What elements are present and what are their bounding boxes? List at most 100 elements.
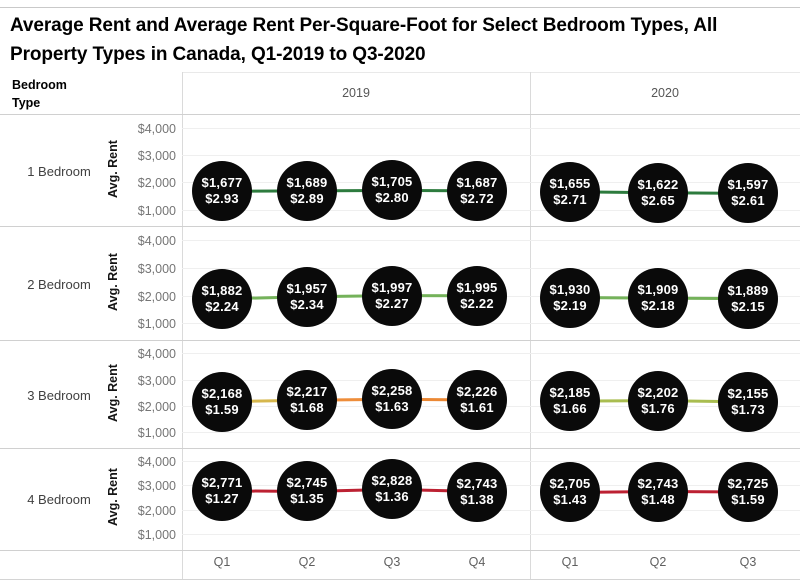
- y-axis-tick-label: $1,000: [137, 528, 176, 543]
- chart-title: Average Rent and Average Rent Per-Square…: [10, 15, 718, 65]
- y-gridline: [182, 267, 800, 269]
- bedroom-type-row-label: 1 Bedroom: [27, 163, 91, 179]
- y-gridline: [182, 353, 800, 355]
- data-point-circle[interactable]: $2,725 $1.59: [718, 461, 778, 522]
- data-point-circle[interactable]: $2,771 $1.27: [192, 460, 252, 521]
- y-axis-tick-label: $4,000: [137, 121, 176, 136]
- data-point-circle[interactable]: $1,689 $2.89: [277, 160, 337, 221]
- y-axis-tick-label: $3,000: [137, 149, 176, 164]
- year-header-2020: 2020: [651, 86, 679, 100]
- data-point-circle[interactable]: $2,217 $1.68: [277, 370, 337, 431]
- data-point-circle[interactable]: $1,622 $2.65: [628, 162, 688, 223]
- column-divider-left: [182, 72, 183, 579]
- avg-rent-value: $1,930: [549, 281, 591, 297]
- y-gridline: [182, 460, 800, 462]
- data-point-circle[interactable]: $1,677 $2.93: [192, 161, 252, 222]
- y-axis-tick-label: $4,000: [137, 347, 176, 362]
- x-axis-quarter-label: Q1: [213, 555, 231, 569]
- avg-rent-value: $1,677: [201, 175, 243, 191]
- avg-rent-value: $2,202: [637, 384, 679, 400]
- avg-rent-value: $1,622: [637, 176, 679, 192]
- rent-per-sqft-value: $1.48: [641, 491, 675, 507]
- avg-rent-value: $2,745: [286, 475, 328, 491]
- data-point-circle[interactable]: $2,185 $1.66: [540, 371, 600, 432]
- data-point-circle[interactable]: $2,745 $1.35: [277, 461, 337, 522]
- plot-bottom-border: [0, 550, 800, 551]
- data-point-circle[interactable]: $1,705 $2.80: [362, 160, 422, 221]
- y-axis-tick-label: $1,000: [137, 317, 176, 332]
- data-point-circle[interactable]: $1,909 $2.18: [628, 268, 688, 329]
- row-separator-line: [0, 226, 800, 227]
- y-axis-tick-label: $2,000: [137, 399, 176, 414]
- rent-per-sqft-value: $1.61: [460, 400, 494, 416]
- x-axis-quarter-label: Q1: [561, 555, 579, 569]
- x-axis-quarter-label: Q2: [649, 555, 667, 569]
- avg-rent-value: $1,705: [371, 174, 413, 190]
- y-gridline: [182, 534, 800, 536]
- avg-rent-value: $1,997: [371, 279, 413, 295]
- avg-rent-value: $1,882: [201, 282, 243, 298]
- avg-rent-value: $2,828: [371, 473, 413, 489]
- column-divider-years: [530, 72, 531, 579]
- data-point-circle[interactable]: $2,705 $1.43: [540, 462, 600, 523]
- row-separator-line: [0, 448, 800, 449]
- data-point-circle[interactable]: $1,655 $2.71: [540, 161, 600, 222]
- data-point-circle[interactable]: $1,597 $2.61: [718, 163, 778, 224]
- y-axis-tick-label: $1,000: [137, 426, 176, 441]
- avg-rent-value: $1,995: [456, 279, 498, 295]
- header-border-line: [182, 72, 800, 73]
- avg-rent-value: $2,155: [727, 385, 769, 401]
- rent-per-sqft-value: $1.43: [553, 492, 587, 508]
- rent-per-sqft-value: $2.24: [205, 298, 239, 314]
- avg-rent-value: $1,689: [286, 174, 328, 190]
- rent-per-sqft-value: $1.35: [290, 491, 324, 507]
- rent-per-sqft-value: $1.38: [460, 491, 494, 507]
- rent-per-sqft-value: $2.72: [460, 190, 494, 206]
- data-point-circle[interactable]: $1,687 $2.72: [447, 160, 507, 221]
- data-point-circle[interactable]: $1,930 $2.19: [540, 267, 600, 328]
- y-axis-tick-label: $3,000: [137, 261, 176, 276]
- rent-per-sqft-value: $1.36: [375, 489, 409, 505]
- data-point-circle[interactable]: $1,882 $2.24: [192, 268, 252, 329]
- rent-per-sqft-value: $2.93: [205, 191, 239, 207]
- avg-rent-value: $1,957: [286, 280, 328, 296]
- year-header-2019: 2019: [342, 86, 370, 100]
- data-point-circle[interactable]: $1,997 $2.27: [362, 265, 422, 326]
- data-point-circle[interactable]: $2,258 $1.63: [362, 369, 422, 430]
- data-point-circle[interactable]: $2,828 $1.36: [362, 459, 422, 520]
- rent-per-sqft-value: $2.19: [553, 297, 587, 313]
- rent-per-sqft-value: $1.63: [375, 399, 409, 415]
- bedroom-type-row-label: 3 Bedroom: [27, 387, 91, 403]
- avg-rent-value: $1,909: [637, 282, 679, 298]
- data-point-circle[interactable]: $2,155 $1.73: [718, 371, 778, 432]
- bedroom-type-row-label: 2 Bedroom: [27, 276, 91, 292]
- avg-rent-value: $2,771: [201, 474, 243, 490]
- y-axis-tick-label: $3,000: [137, 479, 176, 494]
- avg-rent-value: $2,168: [201, 385, 243, 401]
- data-point-circle[interactable]: $1,957 $2.34: [277, 266, 337, 327]
- rent-per-sqft-value: $2.89: [290, 190, 324, 206]
- rent-per-sqft-value: $2.27: [375, 295, 409, 311]
- data-point-circle[interactable]: $1,995 $2.22: [447, 265, 507, 326]
- data-point-circle[interactable]: $2,202 $1.76: [628, 370, 688, 431]
- avg-rent-value: $1,889: [727, 282, 769, 298]
- data-point-circle[interactable]: $1,889 $2.15: [718, 268, 778, 329]
- data-point-circle[interactable]: $2,226 $1.61: [447, 370, 507, 431]
- rent-per-sqft-value: $2.71: [553, 191, 587, 207]
- y-axis-tick-label: $2,000: [137, 289, 176, 304]
- data-point-circle[interactable]: $2,743 $1.38: [447, 461, 507, 522]
- row-separator-line: [0, 340, 800, 341]
- data-point-circle[interactable]: $2,743 $1.48: [628, 461, 688, 522]
- rent-per-sqft-value: $2.61: [731, 193, 765, 209]
- avg-rent-value: $2,185: [549, 385, 591, 401]
- y-axis-tick-label: $2,000: [137, 503, 176, 518]
- x-axis-quarter-label: Q3: [383, 555, 401, 569]
- x-axis-quarter-label: Q3: [739, 555, 757, 569]
- rent-per-sqft-value: $1.68: [290, 400, 324, 416]
- data-point-circle[interactable]: $2,168 $1.59: [192, 371, 252, 432]
- y-axis-tick-label: $1,000: [137, 203, 176, 218]
- x-axis-quarter-label: Q2: [298, 555, 316, 569]
- rent-per-sqft-value: $1.59: [731, 491, 765, 507]
- rent-per-sqft-value: $1.76: [641, 400, 675, 416]
